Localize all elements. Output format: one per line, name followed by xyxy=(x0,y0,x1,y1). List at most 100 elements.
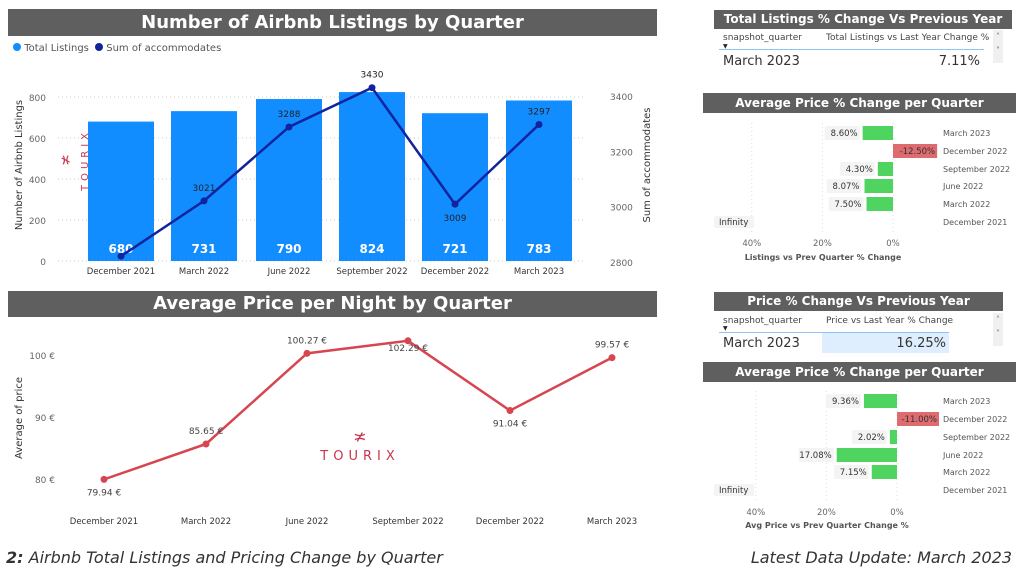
price-qoq-title: Average Price % Change per Quarter xyxy=(703,362,1016,382)
bar xyxy=(871,465,897,479)
price-yoy-title: Price % Change Vs Previous Year xyxy=(714,292,1003,311)
y2-tick-label: 2800 xyxy=(610,259,633,269)
bar-value-label: 17.08% xyxy=(799,451,831,461)
x-tick-label: 40% xyxy=(746,508,765,518)
x-tick-label: March 2022 xyxy=(181,517,231,527)
category-label: March 2022 xyxy=(943,200,990,209)
footer-number: 2: xyxy=(6,548,24,567)
bar-value-label: 2.02% xyxy=(858,433,885,443)
scroll-down-icon[interactable]: ˅ xyxy=(996,46,1000,55)
col-header-quarter[interactable]: snapshot_quarter xyxy=(723,316,802,326)
x-axis-title: Listings vs Prev Quarter % Change xyxy=(745,253,902,262)
x-tick-label: December 2021 xyxy=(87,267,155,277)
category-label: March 2023 xyxy=(943,129,990,138)
label-bg xyxy=(798,448,834,462)
y-tick-label: 200 xyxy=(29,217,46,227)
line-value-label: 79.94 € xyxy=(87,488,122,498)
x-tick-label: June 2022 xyxy=(267,267,311,277)
table-header-underline xyxy=(719,332,949,333)
row-value: 7.11% xyxy=(938,54,980,69)
y-tick-label: 0 xyxy=(40,258,46,268)
line-point xyxy=(535,120,543,128)
legend: Total Listings Sum of accommodates xyxy=(13,43,221,54)
y-tick-label: 80 € xyxy=(35,476,55,486)
scroll-up-icon[interactable]: ˄ xyxy=(996,315,1000,324)
bar xyxy=(866,197,893,211)
bar xyxy=(889,430,897,444)
y-tick-label: 400 xyxy=(29,176,46,186)
bar-value-label: 8.07% xyxy=(832,182,859,192)
bar xyxy=(893,144,938,158)
tourix-logo: ≭ TOURIX xyxy=(319,427,394,464)
y-tick-label: 600 xyxy=(29,135,46,145)
x-tick-label: 20% xyxy=(813,239,832,249)
line-point xyxy=(506,407,514,415)
bar-value-label: 8.60% xyxy=(831,129,858,139)
price-chart-title: Average Price per Night by Quarter xyxy=(8,291,657,317)
category-label: June 2022 xyxy=(942,451,983,460)
bar-value-label: Infinity xyxy=(719,486,748,496)
line-value-label: 3021 xyxy=(193,184,216,194)
x-tick-label: September 2022 xyxy=(372,517,443,527)
line-value-label: 3288 xyxy=(278,110,301,120)
y2-tick-label: 3000 xyxy=(610,204,633,214)
tourix-logo-icon: ≭ xyxy=(353,427,366,446)
col-header-change[interactable]: Total Listings vs Last Year Change % xyxy=(826,33,990,43)
col-header-change[interactable]: Price vs Last Year % Change xyxy=(826,316,954,326)
label-bg xyxy=(833,465,869,479)
highlight-cell xyxy=(822,333,949,353)
label-bg xyxy=(714,484,754,496)
tourix-logo-text: TOURIX xyxy=(80,129,91,192)
sort-icon: ▼ xyxy=(723,325,728,332)
accommodates-line xyxy=(120,86,540,258)
bar-value-label: 731 xyxy=(191,242,216,256)
x-tick-label: 0% xyxy=(890,508,904,518)
y2-tick-label: 3200 xyxy=(610,148,633,158)
line-point xyxy=(117,252,125,260)
category-label: September 2022 xyxy=(943,433,1010,442)
legend-label-accommodates: Sum of accommodates xyxy=(106,43,222,54)
listings-chart-title: Number of Airbnb Listings by Quarter xyxy=(8,9,657,36)
line-value-label: 99.57 € xyxy=(595,341,630,351)
line-value-label: 3009 xyxy=(444,214,467,224)
footer-caption-text: Airbnb Total Listings and Pricing Change… xyxy=(23,548,443,567)
bar xyxy=(836,448,897,462)
footer-update: Latest Data Update: March 2023 xyxy=(750,548,1012,567)
line-point xyxy=(100,475,108,483)
bar xyxy=(862,126,893,140)
y-tick-label: 800 xyxy=(29,94,46,104)
bar-value-label: 4.30% xyxy=(846,165,873,175)
y-tick-label: 90 € xyxy=(35,414,55,424)
bar xyxy=(877,162,893,176)
scroll-down-icon[interactable]: ˅ xyxy=(996,329,1000,338)
bar-value-label: 7.15% xyxy=(840,468,867,478)
y2-tick-label: 3400 xyxy=(610,93,633,103)
bar xyxy=(897,412,939,426)
scroll-up-icon[interactable]: ˄ xyxy=(996,32,1000,41)
col-header-quarter[interactable]: snapshot_quarter xyxy=(723,33,802,43)
category-label: June 2022 xyxy=(942,182,983,191)
bar-value-label: 9.36% xyxy=(832,397,859,407)
x-tick-label: March 2023 xyxy=(514,267,564,277)
scrollbar[interactable]: ˄ ˅ xyxy=(993,313,1003,346)
legend-label-listings: Total Listings xyxy=(24,43,89,54)
line-point xyxy=(303,349,311,357)
category-label: March 2022 xyxy=(943,468,990,477)
line-value-label: 3297 xyxy=(528,107,551,117)
sort-icon: ▼ xyxy=(723,43,728,50)
line-value-label: 91.04 € xyxy=(493,420,528,430)
x-axis-title: Avg Price vs Prev Quarter Change % xyxy=(745,521,909,530)
bar xyxy=(864,179,893,193)
x-tick-label: 0% xyxy=(886,239,900,249)
label-bg xyxy=(825,394,861,408)
line-value-label: 85.65 € xyxy=(189,427,224,437)
category-label: December 2022 xyxy=(943,147,1007,156)
label-bg xyxy=(839,162,875,176)
bar-value-label: 721 xyxy=(442,242,467,256)
listings-yoy-title: Total Listings % Change Vs Previous Year xyxy=(714,10,1012,29)
bar xyxy=(863,394,897,408)
scrollbar[interactable]: ˄ ˅ xyxy=(993,30,1003,63)
